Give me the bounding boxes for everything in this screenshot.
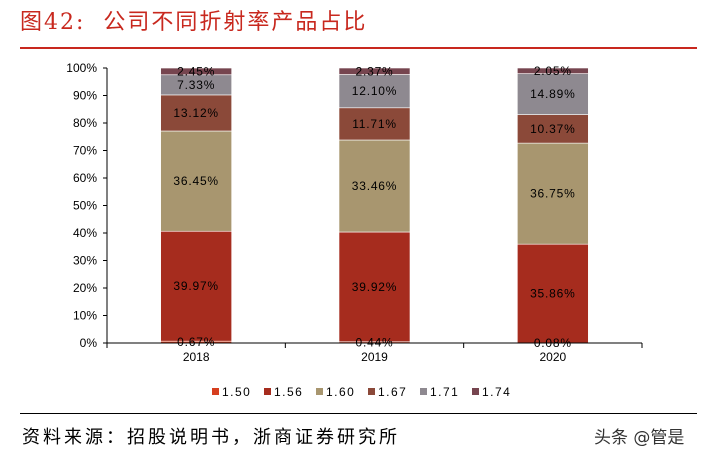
bar-segment-2018-1-60 (160, 130, 232, 232)
y-tick-label: 90% (73, 89, 97, 103)
bar-segment-2019-1-74 (338, 67, 411, 75)
data-label-2018-1-71: 7.33% (177, 78, 215, 92)
legend-label: 1.67 (378, 385, 407, 399)
data-label-2020-1-67: 10.37% (530, 122, 576, 136)
figure-number: 图42: (20, 10, 86, 35)
y-tick-label: 40% (73, 226, 97, 240)
data-label-2018-1-56: 39.97% (173, 279, 219, 293)
bar-segment-2020-1-67 (517, 114, 589, 144)
legend-item-1-71: 1.71 (420, 385, 459, 399)
legend-swatch (212, 388, 219, 395)
y-tick-label: 50% (73, 199, 97, 213)
legend-swatch (472, 388, 479, 395)
x-tick-label-2020: 2020 (539, 350, 566, 364)
bar-segment-2019-1-67 (338, 107, 411, 141)
legend-item-1-50: 1.50 (212, 385, 251, 399)
bar-segments (160, 67, 589, 344)
bar-segment-2020-1-60 (517, 142, 589, 245)
legend-swatch (368, 388, 375, 395)
bar-segment-2019-1-60 (338, 139, 411, 233)
data-labels: 0.67% 39.97% 36.45% 13.12% 7.33%2.45% 0.44% 39… (173, 64, 576, 350)
y-tick-label: 20% (73, 281, 97, 295)
data-label-2019-1-67: 11.71% (352, 117, 397, 131)
bar-segment-2020-1-71 (517, 73, 589, 115)
data-label-2019-1-60: 33.46% (352, 179, 398, 193)
data-label-2019-1-56: 39.92% (352, 280, 398, 294)
bar-segment-2018-1-74 (160, 67, 232, 76)
data-label-2018-1-60: 36.45% (173, 174, 219, 188)
legend-label: 1.74 (482, 385, 511, 399)
x-tick-label-2019: 2019 (361, 350, 388, 364)
y-tick-label: 10% (73, 309, 97, 323)
data-label-2020-1-71: 14.89% (530, 87, 576, 101)
data-label-2020-1-50: 0.08% (534, 336, 572, 350)
bar-segment-2019-1-71 (338, 74, 411, 109)
legend-label: 1.71 (430, 385, 459, 399)
legend-label: 1.50 (222, 385, 251, 399)
figure-title: 图42: 公司不同折射率产品占比 (20, 9, 367, 37)
y-tick-label: 70% (73, 144, 97, 158)
legend: 1.50 1.56 1.60 1.67 1.71 1.74 (212, 385, 511, 399)
x-tick-label-2018: 2018 (183, 350, 210, 364)
data-label-2019-1-71: 12.10% (352, 84, 398, 98)
bar-segment-2020-1-56 (517, 243, 589, 344)
bar-segment-2019-1-56 (338, 231, 411, 343)
source-rule (20, 413, 697, 414)
data-label-2020-1-56: 35.86% (530, 286, 576, 300)
stacked-bar-chart: 0% 10% 20% 30% 40% 50% 60% 70% 80% 90% 100% 2018 201… (66, 61, 643, 399)
figure-caption: 公司不同折射率产品占比 (103, 10, 368, 35)
legend-item-1-56: 1.56 (264, 385, 303, 399)
legend-label: 1.60 (326, 385, 355, 399)
legend-label: 1.56 (274, 385, 303, 399)
watermark: 头条 @管是 (594, 428, 685, 448)
legend-item-1-67: 1.67 (368, 385, 407, 399)
legend-swatch (264, 388, 271, 395)
bar-segment-2018-1-67 (160, 94, 232, 132)
axes: 0% 10% 20% 30% 40% 50% 60% 70% 80% 90% 100% 2018 201… (66, 61, 643, 364)
y-tick-label: 100% (66, 61, 97, 75)
data-label-2019-1-50: 0.44% (355, 335, 393, 349)
y-tick-label: 0% (80, 336, 98, 350)
legend-swatch (316, 388, 323, 395)
data-label-2019-1-74: 2.37% (355, 64, 393, 78)
legend-swatch (420, 388, 427, 395)
data-label-2020-1-74: 2.05% (534, 64, 572, 78)
y-tick-label: 60% (73, 171, 97, 185)
data-label-2018-1-67: 13.12% (173, 106, 219, 120)
legend-item-1-74: 1.74 (472, 385, 511, 399)
data-label-2018-1-50: 0.67% (177, 335, 215, 349)
source-note: 资料来源：招股说明书，浙商证券研究所 (22, 427, 400, 448)
bar-segment-2020-1-74 (517, 67, 589, 74)
y-tick-label: 30% (73, 254, 97, 268)
title-rule (20, 47, 697, 49)
y-tick-label: 80% (73, 116, 97, 130)
legend-item-1-60: 1.60 (316, 385, 355, 399)
data-label-2018-1-74: 2.45% (177, 64, 215, 78)
bar-segment-2018-1-56 (160, 230, 232, 342)
data-label-2020-1-60: 36.75% (530, 187, 576, 201)
